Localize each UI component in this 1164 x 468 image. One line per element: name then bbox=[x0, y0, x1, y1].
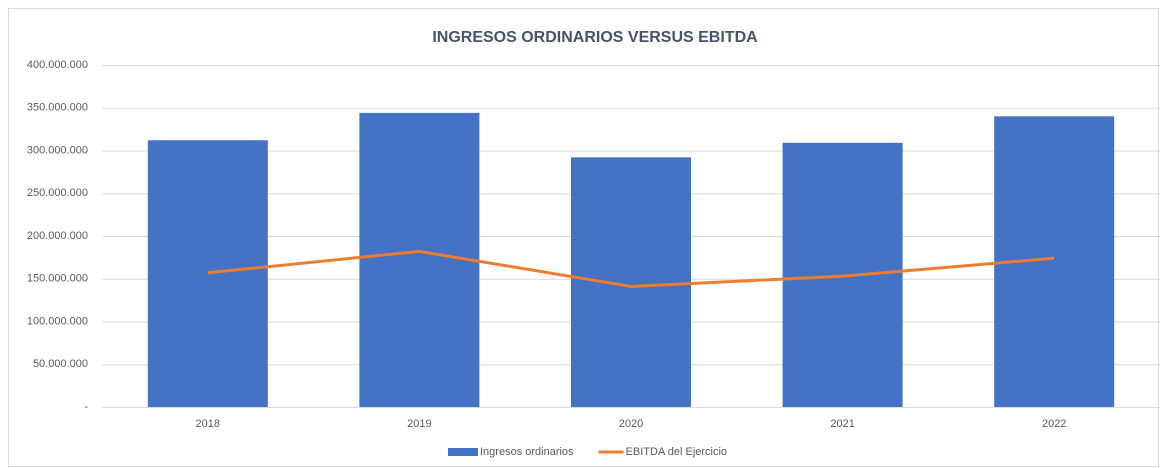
legend-label: Ingresos ordinarios bbox=[480, 446, 574, 458]
y-tick-label: 400.000.000 bbox=[27, 59, 88, 71]
y-tick-label: 150.000.000 bbox=[27, 273, 88, 285]
bar bbox=[359, 112, 480, 407]
line bbox=[207, 249, 1055, 288]
chart-title: INGRESOS ORDINARIOS VERSUS EBITDA bbox=[432, 29, 758, 46]
x-tick-label: 2019 bbox=[407, 418, 431, 430]
y-tick-label: 250.000.000 bbox=[27, 187, 88, 199]
bar bbox=[571, 157, 691, 407]
y-tick-label: 300.000.000 bbox=[27, 144, 88, 156]
y-tick-label: 100.000.000 bbox=[27, 315, 88, 327]
x-tick-label: 2022 bbox=[1042, 418, 1066, 430]
y-tick-label: 50.000.000 bbox=[33, 358, 88, 370]
x-tick-label: 2018 bbox=[196, 418, 220, 430]
x-tick-label: 2021 bbox=[830, 418, 854, 430]
x-tick-label: 2020 bbox=[619, 418, 643, 430]
legend-swatch bbox=[448, 448, 478, 456]
y-tick-label: - bbox=[84, 401, 88, 413]
y-tick-label: 200.000.000 bbox=[27, 230, 88, 242]
bar bbox=[147, 140, 268, 408]
y-tick-label: 350.000.000 bbox=[27, 102, 88, 114]
legend-label: EBITDA del Ejercicio bbox=[626, 446, 727, 458]
